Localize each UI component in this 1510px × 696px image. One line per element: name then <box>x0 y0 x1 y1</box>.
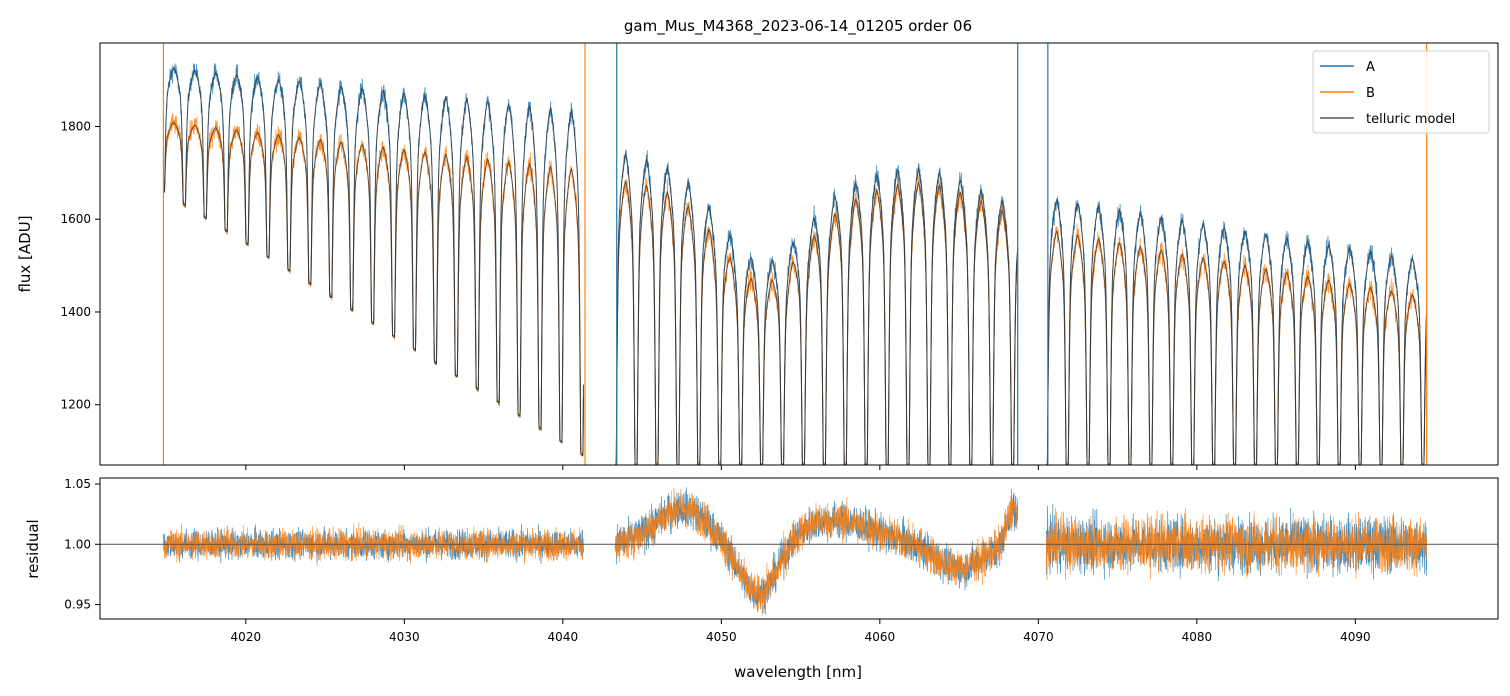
flux-ylabel: flux [ADU] <box>16 215 34 292</box>
residual-ytick-label: 0.95 <box>64 598 91 612</box>
telluric-model-line <box>615 179 1019 465</box>
legend-label-a: A <box>1366 60 1375 75</box>
flux-ytick-label: 1800 <box>60 119 91 133</box>
residual-b-line <box>163 522 584 567</box>
residual-xtick-label: 4030 <box>389 630 420 644</box>
residual-xtick-label: 4040 <box>548 630 579 644</box>
residual-ylabel: residual <box>24 519 42 578</box>
flux-panel: 1200 1400 1600 1800 flux [ADU] <box>16 42 1499 470</box>
residual-xtick-label: 4080 <box>1182 630 1213 644</box>
residual-panel: 4020 4030 4040 4050 4060 4070 4080 4090 0.95 1.00… <box>24 477 1499 681</box>
telluric-model-line <box>615 153 1019 465</box>
telluric-model-line <box>163 121 584 457</box>
flux-ticks: 1200 1400 1600 1800 <box>60 119 1356 470</box>
flux-ytick-label: 1400 <box>60 305 91 319</box>
residual-xtick-label: 4060 <box>865 630 896 644</box>
residual-xtick-label: 4050 <box>706 630 737 644</box>
legend-box <box>1312 50 1490 134</box>
residual-xtick-label: 4020 <box>231 630 262 644</box>
residual-ticks: 4020 4030 4040 4050 4060 4070 4080 4090 0.95 1.00… <box>64 477 1370 644</box>
residual-xtick-label: 4090 <box>1340 630 1371 644</box>
residual-b-line <box>614 487 1019 616</box>
flux-ytick-label: 1200 <box>60 398 91 412</box>
residual-ytick-label: 1.00 <box>64 537 91 551</box>
legend: A B telluric model <box>1312 50 1490 134</box>
chart-title: gam_Mus_M4368_2023-06-14_01205 order 06 <box>624 17 972 36</box>
flux-ytick-label: 1600 <box>60 212 91 226</box>
legend-label-telluric: telluric model <box>1366 112 1455 127</box>
residual-xlabel: wavelength [nm] <box>734 663 862 681</box>
residual-xtick-label: 4070 <box>1023 630 1054 644</box>
telluric-model-line <box>1046 230 1428 465</box>
legend-label-b: B <box>1366 86 1375 101</box>
residual-ytick-label: 1.05 <box>64 477 91 491</box>
flux-plot-area <box>162 43 1428 465</box>
residual-plot-area <box>100 487 1498 616</box>
residual-b-line <box>1045 507 1428 581</box>
flux-axes-frame <box>99 42 1499 466</box>
residual-axes-frame <box>99 477 1499 620</box>
